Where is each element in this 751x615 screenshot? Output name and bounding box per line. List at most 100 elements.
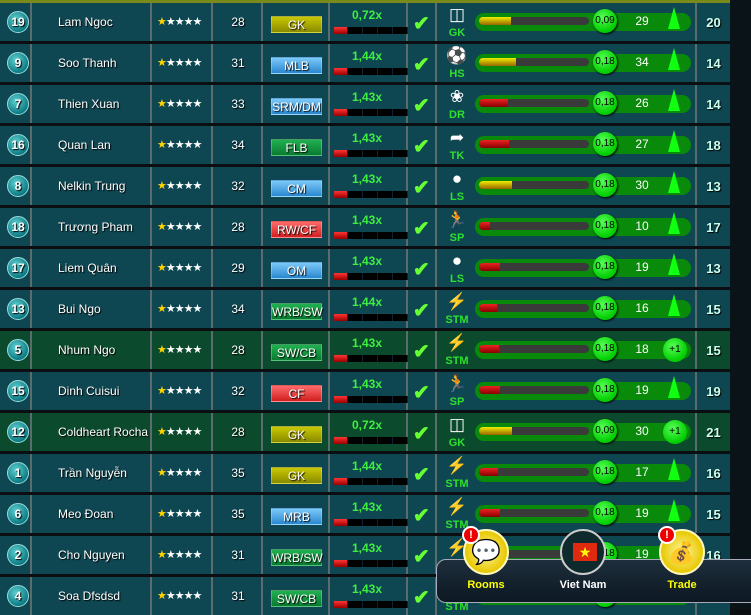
column-divider	[435, 208, 437, 246]
multiplier-segment	[379, 109, 393, 116]
column-divider	[406, 126, 408, 164]
check-icon[interactable]: ✔	[413, 546, 430, 568]
scrollbar-track[interactable]	[730, 0, 751, 609]
skill-progress: 0,18 19	[475, 253, 691, 279]
player-number-badge: 7	[7, 93, 29, 115]
country-button[interactable]: ★	[560, 529, 606, 575]
skill-bar-fill	[479, 99, 508, 107]
player-row[interactable]: 5 Nhum Ngo ★★★★★ 28 SW/CB 1,43x ✔ ⚡ STM …	[0, 331, 730, 369]
plus-one-button[interactable]: +1	[663, 338, 687, 362]
player-name[interactable]: Nhum Ngo	[58, 343, 116, 357]
column-divider	[211, 249, 213, 287]
column-divider	[30, 290, 32, 328]
train-up-arrow-icon[interactable]	[668, 499, 680, 521]
player-final-value: 14	[706, 56, 721, 71]
train-up-arrow-icon[interactable]	[668, 7, 680, 29]
column-divider	[261, 44, 263, 82]
multiplier-bar	[334, 560, 408, 567]
train-up-arrow-icon[interactable]	[668, 212, 680, 234]
train-up-arrow-icon[interactable]	[668, 130, 680, 152]
column-divider	[435, 372, 437, 410]
player-row[interactable]: 17 Liem Quân ★★★★★ 29 OM 1,43x ✔ ● LS 0,…	[0, 249, 730, 287]
multiplier-segment	[394, 355, 408, 362]
player-name[interactable]: Bui Ngo	[58, 302, 101, 316]
check-icon[interactable]: ✔	[413, 464, 430, 486]
multiplier-segment	[349, 150, 363, 157]
player-name[interactable]: Coldheart Rocha	[58, 425, 149, 439]
train-up-arrow-icon[interactable]	[668, 89, 680, 111]
player-row[interactable]: 7 Thien Xuan ★★★★★ 33 SRM/DM 1,43x ✔ ❀ D…	[0, 85, 730, 123]
train-up-arrow-icon[interactable]	[668, 253, 680, 275]
multiplier-segment	[349, 396, 363, 403]
player-name[interactable]: Thien Xuan	[58, 97, 120, 111]
train-up-arrow-icon[interactable]	[668, 171, 680, 193]
player-name[interactable]: Quan Lan	[58, 138, 111, 152]
player-row[interactable]: 18 Trương Pham ★★★★★ 28 RW/CF 1,43x ✔ 🏃 …	[0, 208, 730, 246]
skill-value: 34	[635, 55, 649, 69]
multiplier-segment	[379, 273, 393, 280]
player-row[interactable]: 15 Dinh Cuisui ★★★★★ 32 CF 1,43x ✔ 🏃 SP …	[0, 372, 730, 410]
train-up-arrow-icon[interactable]	[668, 376, 680, 398]
check-icon[interactable]: ✔	[413, 218, 430, 240]
check-icon[interactable]: ✔	[413, 13, 430, 35]
player-row[interactable]: 12 Coldheart Rocha ★★★★★ 28 GK 0,72x ✔ ◫…	[0, 413, 730, 451]
multiplier-value: 1,43x	[352, 90, 383, 104]
player-name[interactable]: Lam Ngoc	[58, 15, 113, 29]
player-row[interactable]: 13 Bui Ngo ★★★★★ 34 WRB/SW 1,44x ✔ ⚡ STM…	[0, 290, 730, 328]
position-badge: SRM/DM	[271, 98, 322, 115]
column-divider	[150, 454, 152, 492]
skill-rate: 0,18	[593, 501, 617, 525]
stamina-icon: ⚡	[446, 333, 468, 352]
player-row[interactable]: 6 Meo Đoan ★★★★★ 35 MRB 1,43x ✔ ⚡ STM 0,…	[0, 495, 730, 533]
position-badge: MRB	[271, 508, 322, 525]
player-name[interactable]: Meo Đoan	[58, 507, 114, 521]
check-icon[interactable]: ✔	[413, 505, 430, 527]
check-icon[interactable]: ✔	[413, 259, 430, 281]
header-icon: ⚽	[446, 46, 468, 65]
trade-label[interactable]: Trade	[667, 579, 697, 591]
check-icon[interactable]: ✔	[413, 587, 430, 609]
check-icon[interactable]: ✔	[413, 95, 430, 117]
check-icon[interactable]: ✔	[413, 341, 430, 363]
player-row[interactable]: 19 Lam Ngoc ★★★★★ 28 GK 0,72x ✔ ◫ GK 0,0…	[0, 3, 730, 41]
column-divider	[30, 167, 32, 205]
chat-bubbles-icon: 💬	[471, 539, 501, 566]
check-icon[interactable]: ✔	[413, 177, 430, 199]
player-row[interactable]: 8 Nelkin Trung ★★★★★ 32 CM 1,43x ✔ ● LS …	[0, 167, 730, 205]
column-divider	[695, 126, 697, 164]
check-icon[interactable]: ✔	[413, 423, 430, 445]
train-up-arrow-icon[interactable]	[668, 294, 680, 316]
multiplier-segment	[394, 232, 408, 239]
skill-rate: 0,18	[593, 337, 617, 361]
player-row[interactable]: 1 Trần Nguyễn ★★★★★ 35 GK 1,44x ✔ ⚡ STM …	[0, 454, 730, 492]
player-name[interactable]: Soo Thanh	[58, 56, 117, 70]
player-name[interactable]: Liem Quân	[58, 261, 117, 275]
country-label[interactable]: Viet Nam	[559, 579, 607, 591]
rooms-button[interactable]: 💬	[463, 529, 509, 575]
train-up-arrow-icon[interactable]	[668, 458, 680, 480]
player-name[interactable]: Nelkin Trung	[58, 179, 126, 193]
multiplier-segment	[379, 150, 393, 157]
skill-rate: 0,18	[593, 173, 617, 197]
player-name[interactable]: Trương Pham	[58, 220, 133, 234]
column-divider	[695, 85, 697, 123]
check-icon[interactable]: ✔	[413, 136, 430, 158]
multiplier-segment	[364, 478, 378, 485]
skill-bar	[479, 58, 589, 66]
check-icon[interactable]: ✔	[413, 54, 430, 76]
player-row[interactable]: 16 Quan Lan ★★★★★ 34 FLB 1,43x ✔ ➦ TK 0,…	[0, 126, 730, 164]
train-up-arrow-icon[interactable]	[668, 48, 680, 70]
player-name[interactable]: Trần Nguyễn	[58, 466, 127, 480]
player-name[interactable]: Soa Dfsdsd	[58, 589, 121, 603]
rooms-label[interactable]: Rooms	[467, 579, 505, 591]
multiplier-segment	[364, 396, 378, 403]
star-rating: ★★★★★	[157, 549, 202, 561]
player-name[interactable]: Cho Nguyen	[58, 548, 125, 562]
multiplier-segment	[394, 109, 408, 116]
check-icon[interactable]: ✔	[413, 300, 430, 322]
plus-one-button[interactable]: +1	[663, 420, 687, 444]
player-name[interactable]: Dinh Cuisui	[58, 384, 120, 398]
skill-label: GK	[448, 27, 466, 39]
player-row[interactable]: 9 Soo Thanh ★★★★★ 31 MLB 1,44x ✔ ⚽ HS 0,…	[0, 44, 730, 82]
check-icon[interactable]: ✔	[413, 382, 430, 404]
